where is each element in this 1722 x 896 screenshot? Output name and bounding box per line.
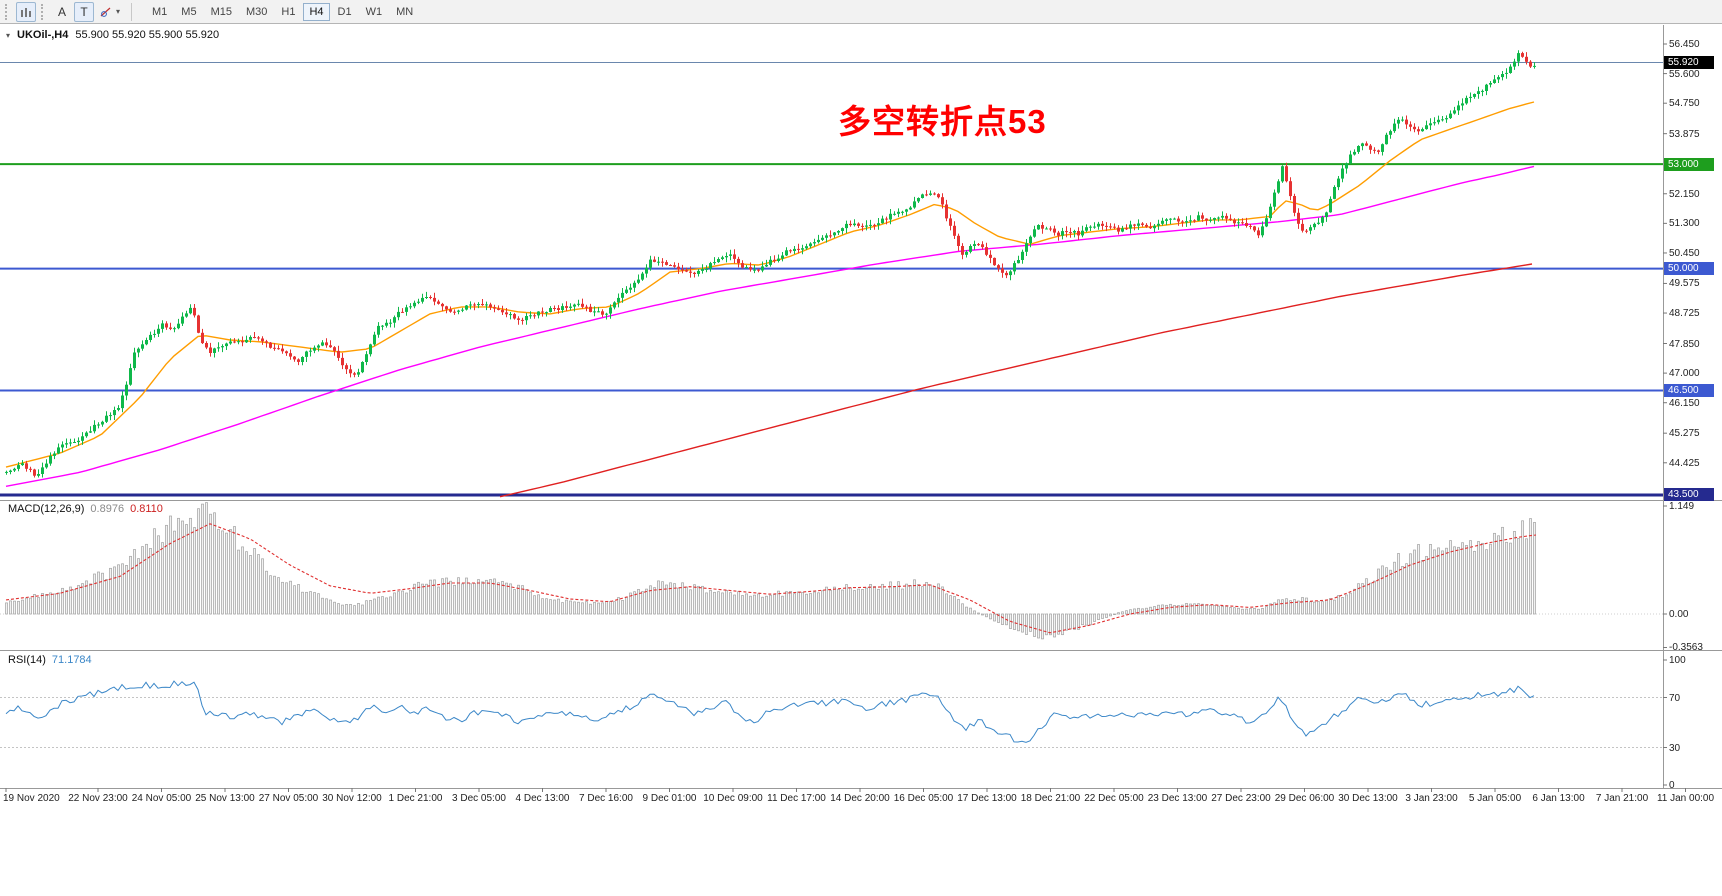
timeframe-m15[interactable]: M15: [210, 5, 232, 18]
text-label-tool-button[interactable]: A: [52, 2, 72, 22]
macd-name: MACD(12,26,9): [8, 503, 85, 515]
chart-annotation-text[interactable]: 多空转折点53: [838, 103, 1047, 140]
toolbar-separator: [131, 2, 133, 21]
text-tool-glyph: T: [80, 4, 88, 19]
timeframe-group: M1 M5 M15 M30 H1 H4 D1 W1 MN: [145, 2, 420, 21]
text-label-tool-glyph: A: [57, 4, 66, 19]
macd-main-value: 0.8976: [90, 503, 125, 515]
chart-window-icon[interactable]: [16, 1, 36, 22]
timeframe-h1[interactable]: H1: [281, 5, 296, 18]
rsi-value: 71.1784: [51, 654, 92, 666]
rsi-name: RSI(14): [8, 654, 46, 666]
symbol-timeframe: UKOil-,H4: [17, 29, 69, 41]
rsi-label: RSI(14) 71.1784: [8, 654, 92, 666]
timeframe-w1[interactable]: W1: [365, 5, 383, 18]
timeframe-m1[interactable]: M1: [152, 5, 168, 18]
chevron-down-icon: ▾: [116, 7, 121, 16]
shapes-dropdown-button[interactable]: ▾: [96, 2, 124, 22]
timeframe-h4[interactable]: H4: [303, 2, 330, 21]
timeframe-d1[interactable]: D1: [337, 5, 352, 18]
toolbar-grip[interactable]: [41, 3, 47, 20]
chart-title: ▾ UKOil-,H4 55.900 55.920 55.900 55.920: [6, 29, 219, 41]
mini-bars-icon: [21, 7, 31, 17]
timeframe-mn[interactable]: MN: [396, 5, 414, 18]
toolbar-grip[interactable]: [5, 3, 11, 20]
ohlc-values: 55.900 55.920 55.900 55.920: [75, 29, 220, 41]
toolbar: A T ▾ M1 M5 M15 M30 H1 H4 D1 W1 MN: [0, 0, 1722, 24]
macd-label: MACD(12,26,9) 0.8976 0.8110: [8, 503, 163, 515]
timeframe-m30[interactable]: M30: [245, 5, 268, 18]
shapes-icon: [100, 7, 111, 17]
chart-collapse-icon[interactable]: ▾: [6, 30, 11, 40]
text-tool-button[interactable]: T: [74, 1, 94, 22]
macd-signal-value: 0.8110: [130, 503, 163, 515]
timeframe-m5[interactable]: M5: [181, 5, 197, 18]
